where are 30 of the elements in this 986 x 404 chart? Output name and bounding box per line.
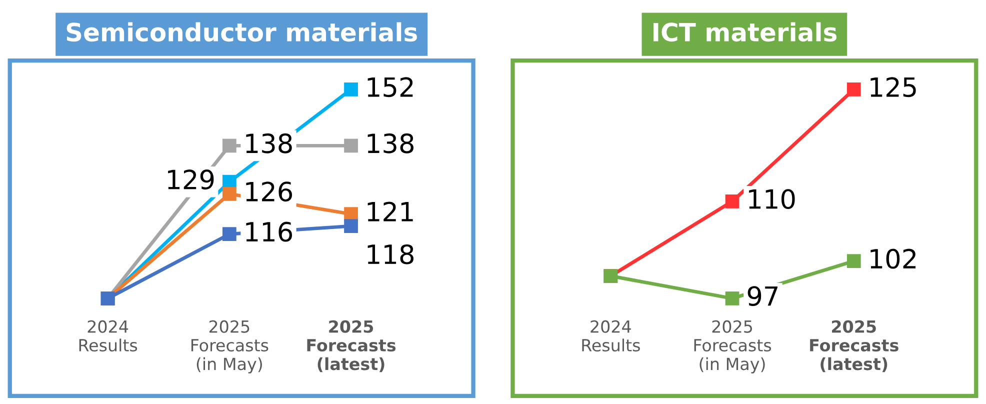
point bbox=[344, 82, 358, 96]
x-tick-label: 2024 Results bbox=[582, 320, 640, 352]
point bbox=[725, 291, 740, 306]
data-label: 97 bbox=[748, 286, 778, 306]
point bbox=[344, 219, 358, 234]
data-label: 138 bbox=[368, 133, 414, 154]
data-label: 125 bbox=[870, 77, 916, 98]
data-label: 110 bbox=[749, 189, 795, 210]
point bbox=[344, 138, 358, 153]
point bbox=[846, 82, 861, 96]
x-tick-label: 2025 Forecasts (in May) bbox=[694, 320, 772, 374]
data-label: 129 bbox=[168, 170, 214, 190]
data-label: 102 bbox=[870, 248, 916, 269]
x-tick-label: 2024 Results bbox=[79, 320, 138, 352]
data-label: 138 bbox=[246, 133, 292, 154]
data-label: 116 bbox=[246, 222, 292, 242]
point bbox=[222, 186, 236, 201]
x-tick-label: 2025 Forecasts (latest) bbox=[307, 320, 396, 372]
data-label: 152 bbox=[368, 77, 413, 98]
x-tick-label: 2025 Forecasts (in May) bbox=[191, 320, 268, 374]
data-label: 126 bbox=[246, 182, 292, 202]
point bbox=[222, 227, 236, 242]
chart-title: Semiconductor materials bbox=[66, 22, 417, 42]
point bbox=[725, 194, 740, 208]
data-label: 118 bbox=[368, 244, 414, 264]
point bbox=[846, 254, 861, 268]
chart-title: ICT materials bbox=[654, 22, 836, 42]
point bbox=[222, 138, 236, 153]
data-label: 121 bbox=[368, 202, 413, 222]
x-tick-label: 2025 Forecasts (latest) bbox=[810, 320, 898, 372]
